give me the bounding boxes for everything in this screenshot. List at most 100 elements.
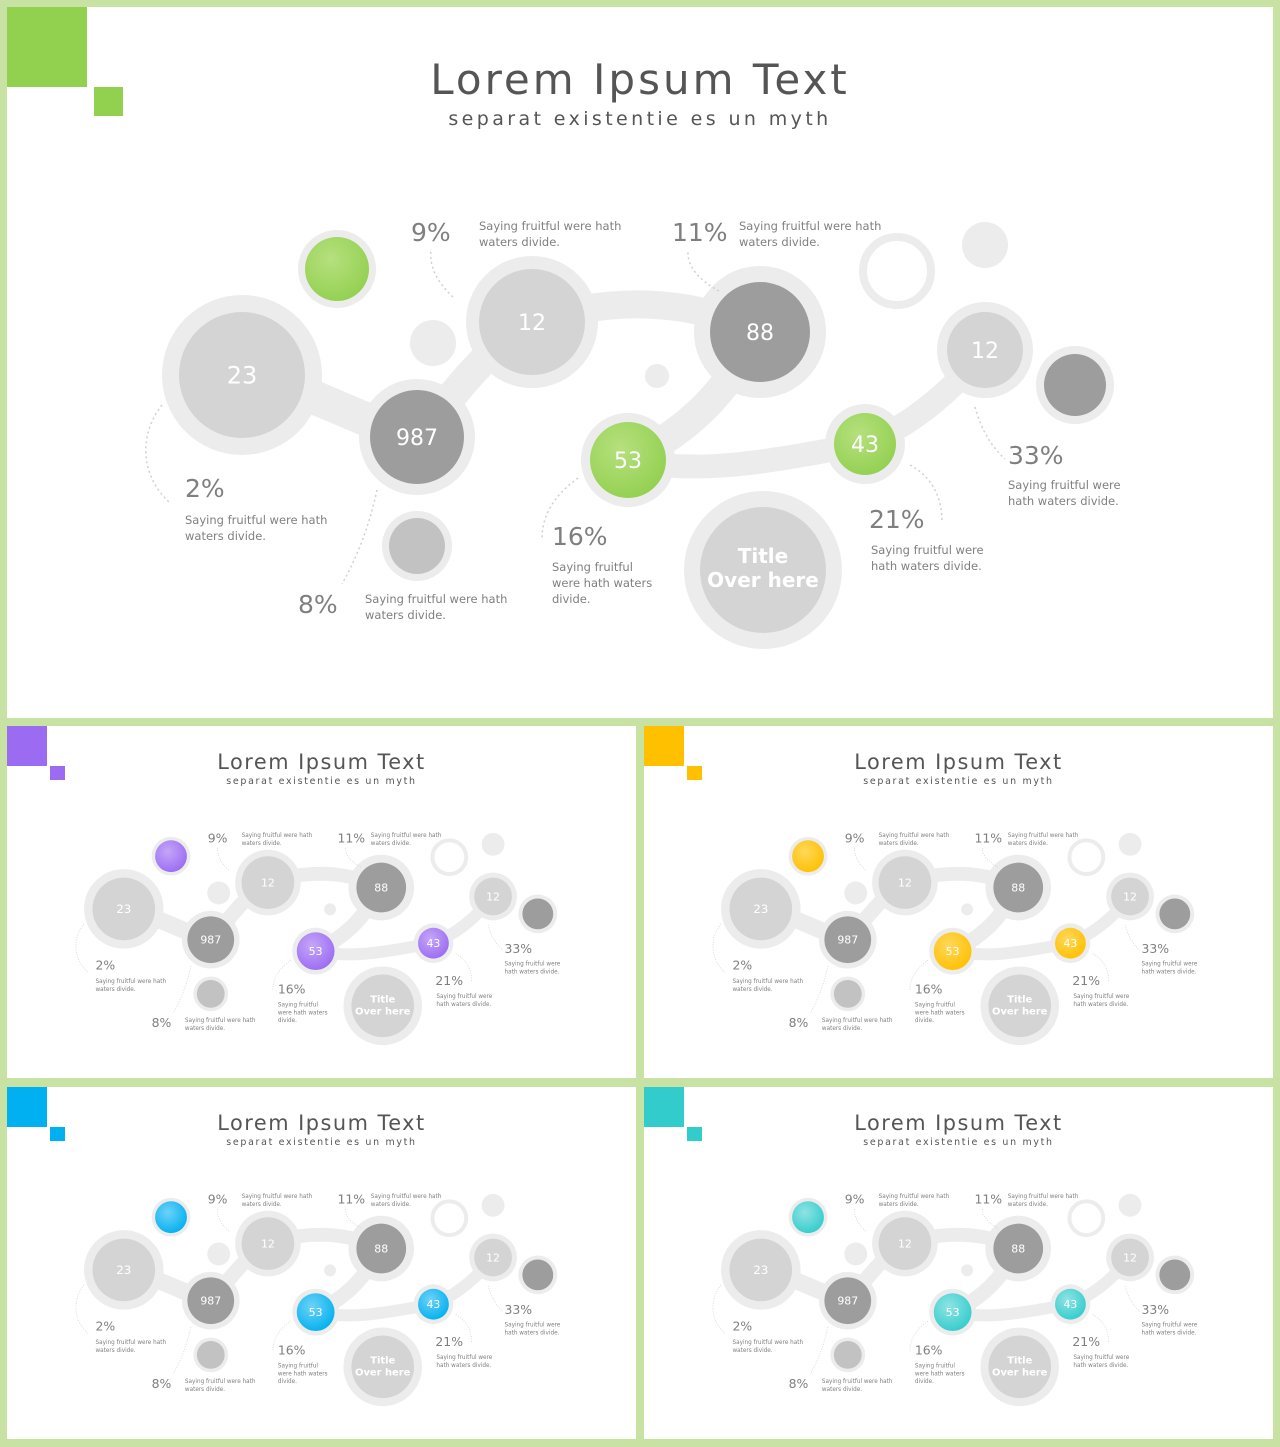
callout-8-percent: 8% xyxy=(152,1015,172,1030)
callout-11-percent: 11% xyxy=(672,218,728,247)
callout-21-percent: 21% xyxy=(435,1334,463,1349)
dotted-arrows xyxy=(712,846,1141,1013)
callout-8-text-line: waters divide. xyxy=(822,1026,862,1032)
callout-11-text-line: Saying fruitful were hath xyxy=(739,219,881,233)
dark-bubble xyxy=(1155,1255,1195,1295)
dotted-arrows xyxy=(712,1207,1141,1374)
corner-square-small xyxy=(50,1126,65,1142)
hollow-ring xyxy=(430,1199,469,1238)
callout-11: 11% Saying fruitful were hath waters divid… xyxy=(338,830,442,846)
callout-8: 8% Saying fruitful were hath waters divide… xyxy=(152,1376,256,1393)
callout-33-text-line: Saying fruitful were xyxy=(1141,962,1197,968)
hollow-ring xyxy=(1067,838,1106,877)
callout-9-text-line: Saying fruitful were hath xyxy=(242,833,313,839)
callout-8-text-line: Saying fruitful were hath xyxy=(822,1379,893,1385)
callout-2-percent: 2% xyxy=(732,958,752,973)
node-987: 987 xyxy=(818,910,877,969)
callout-16: 16% Saying fruitful were hath waters divide… xyxy=(915,981,965,1024)
slide-teal: Lorem Ipsum Text separat existentie es un… xyxy=(644,1087,1273,1439)
node-88-label: 88 xyxy=(746,321,774,346)
node-43-accent: 43 xyxy=(1050,923,1091,964)
slide-title: Lorem Ipsum Text xyxy=(854,1110,1063,1135)
dotted-arrows xyxy=(75,1207,504,1374)
callout-11-text-line: waters divide. xyxy=(371,841,411,847)
callout-21-text-line: Saying fruitful were xyxy=(436,994,492,1000)
callout-21-text-line: Saying fruitful were xyxy=(436,1355,492,1361)
callout-33: 33% Saying fruitful were hath waters divid… xyxy=(1141,941,1197,975)
callout-21-text-line: Saying fruitful were xyxy=(1073,994,1129,1000)
hollow-ring xyxy=(430,838,469,877)
node-12-right: 12 xyxy=(469,872,517,921)
callout-16: 16% Saying fruitful were hath waters divide… xyxy=(552,522,652,606)
corner-square-large xyxy=(644,1087,684,1127)
slide-title: Lorem Ipsum Text xyxy=(217,1110,426,1135)
callout-9: 9% Saying fruitful were hath waters divide… xyxy=(845,830,950,846)
node-53-accent: 53 xyxy=(581,413,675,507)
node-12-right: 12 xyxy=(937,302,1033,398)
deco-dot-3 xyxy=(481,1193,505,1217)
deco-dot-3 xyxy=(481,832,505,856)
center-title-line1: Title xyxy=(1007,994,1032,1005)
node-12-right-label: 12 xyxy=(1123,890,1137,903)
callout-2-percent: 2% xyxy=(185,474,225,503)
callout-16-percent: 16% xyxy=(915,1342,943,1357)
callout-9-text-line: waters divide. xyxy=(879,1202,919,1208)
node-88-label: 88 xyxy=(374,881,388,894)
callout-11: 11% Saying fruitful were hath waters divid… xyxy=(975,830,1079,846)
node-12-right-label: 12 xyxy=(486,890,500,903)
callout-9-text-line: Saying fruitful were hath xyxy=(479,219,621,233)
callout-16-text-line: Saying fruitful xyxy=(278,1363,319,1369)
node-53-accent: 53 xyxy=(929,1288,976,1336)
callout-2: 2% Saying fruitful were hath waters divide… xyxy=(185,474,327,543)
callout-11-text-line: Saying fruitful were hath xyxy=(1008,833,1079,839)
center-title-line1: Title xyxy=(370,1355,395,1366)
dark-bubble xyxy=(1036,346,1114,424)
node-88: 88 xyxy=(694,266,826,398)
node-53-accent: 53 xyxy=(292,927,339,975)
callout-8: 8% Saying fruitful were hath waters divide… xyxy=(298,590,507,622)
node-12-right-label: 12 xyxy=(486,1251,500,1264)
accent-bubble xyxy=(788,836,828,876)
callout-9-percent: 9% xyxy=(845,1191,865,1206)
deco-dot-1 xyxy=(844,1242,868,1266)
callout-2: 2% Saying fruitful were hath waters divide… xyxy=(732,1319,803,1354)
callout-8-text-line: waters divide. xyxy=(822,1387,862,1393)
callout-33-percent: 33% xyxy=(1008,441,1064,470)
accent-bubble xyxy=(151,836,191,876)
callout-9-percent: 9% xyxy=(845,830,865,845)
node-12-left: 12 xyxy=(235,849,301,916)
callout-11-text-line: Saying fruitful were hath xyxy=(1008,1194,1079,1200)
callout-11-percent: 11% xyxy=(975,830,1003,845)
callout-16-percent: 16% xyxy=(278,981,306,996)
node-987: 987 xyxy=(818,1271,877,1330)
node-88-label: 88 xyxy=(374,1242,388,1255)
node-23: 23 xyxy=(84,1230,164,1310)
callout-2-percent: 2% xyxy=(95,1319,115,1334)
callout-9-text-line: waters divide. xyxy=(242,841,282,847)
callout-9-percent: 9% xyxy=(208,830,228,845)
callout-11: 11% Saying fruitful were hath waters divid… xyxy=(975,1191,1079,1207)
callout-21-text-line: hath waters divide. xyxy=(1073,1002,1128,1008)
callout-2-text-line: Saying fruitful were hath xyxy=(185,513,327,527)
slide-subtitle: separat existentie es un myth xyxy=(226,776,417,788)
callout-21-text-line: hath waters divide. xyxy=(871,559,982,573)
callout-8: 8% Saying fruitful were hath waters divide… xyxy=(789,1015,893,1032)
callout-9: 9% Saying fruitful were hath waters divide… xyxy=(411,218,621,249)
node-12-right-label: 12 xyxy=(971,339,999,364)
accent-bubble xyxy=(788,1197,828,1237)
node-43-accent-label: 43 xyxy=(426,1298,440,1311)
corner-square-small xyxy=(94,87,123,116)
deco-dot-3 xyxy=(962,222,1008,268)
deco-dot-1 xyxy=(410,320,456,366)
deco-dot-2 xyxy=(645,364,669,388)
callout-9-text-line: Saying fruitful were hath xyxy=(242,1194,313,1200)
node-12-left: 12 xyxy=(466,256,598,388)
corner-square-large xyxy=(7,1087,47,1127)
dotted-arrows xyxy=(145,248,1006,585)
small-gray-bubble xyxy=(193,976,229,1012)
node-43-accent-label: 43 xyxy=(426,937,440,950)
callout-33-percent: 33% xyxy=(504,941,532,956)
callout-16-text-line: divide. xyxy=(278,1379,297,1385)
